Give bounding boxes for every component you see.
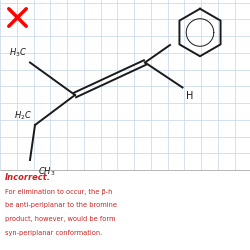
Text: product, however, would be form: product, however, would be form <box>5 216 116 222</box>
Text: syn-periplanar conformation.: syn-periplanar conformation. <box>5 230 102 236</box>
Text: $H_2C$: $H_2C$ <box>14 110 32 122</box>
Text: Incorrect.: Incorrect. <box>5 172 51 182</box>
Text: $H_3C$: $H_3C$ <box>10 46 28 59</box>
Text: H: H <box>186 91 194 101</box>
Bar <box>0 170 250 250</box>
Text: For elimination to occur, the β-h: For elimination to occur, the β-h <box>5 189 112 195</box>
Text: $CH_3$: $CH_3$ <box>38 165 55 177</box>
Text: be anti-periplanar to the bromine: be anti-periplanar to the bromine <box>5 202 117 208</box>
